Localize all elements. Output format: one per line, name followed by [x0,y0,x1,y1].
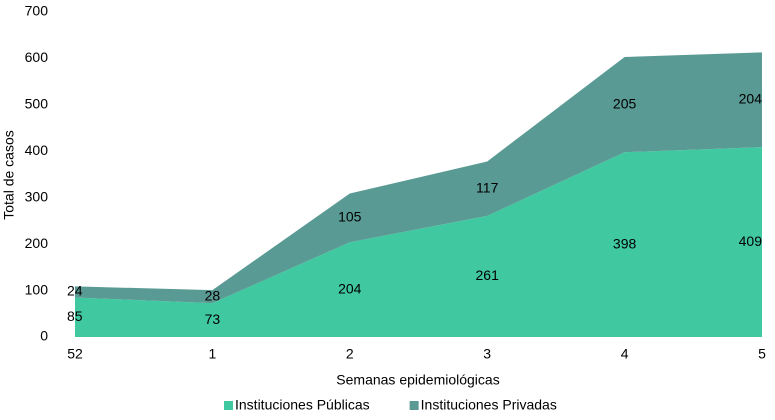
data-label: 205 [613,95,637,111]
y-tick-label: 300 [25,188,49,204]
data-label: 28 [205,287,221,303]
data-label: 204 [739,90,763,106]
data-label: 204 [338,280,362,296]
legend-label: Instituciones Privadas [421,397,557,413]
y-tick-label: 500 [25,96,49,112]
data-label: 261 [476,267,500,283]
area [75,147,762,337]
y-tick-label: 600 [25,49,49,65]
data-label: 24 [67,283,83,299]
data-label: 409 [739,233,763,249]
legend-swatch [409,401,419,410]
y-tick-label: 0 [40,328,48,344]
y-tick-label: 400 [25,142,49,158]
y-tick-label: 700 [25,3,49,19]
y-tick-label: 100 [25,281,49,297]
y-axis-title: Total de casos [1,130,17,220]
x-tick-label: 52 [67,346,83,362]
data-label: 85 [67,308,83,324]
x-tick-label: 3 [483,346,491,362]
area [75,52,762,304]
x-tick-label: 4 [621,346,629,362]
data-label: 73 [205,311,221,327]
data-label: 105 [338,209,362,225]
data-label: 398 [613,235,637,251]
legend-label: Instituciones Públicas [235,397,370,413]
x-tick-label: 5 [758,346,766,362]
x-tick-label: 1 [209,346,217,362]
x-tick-label: 2 [346,346,354,362]
y-tick-label: 200 [25,235,49,251]
data-label: 117 [476,179,499,195]
legend-swatch [224,401,233,410]
x-axis-title: Semanas epidemiológicas [336,372,499,388]
